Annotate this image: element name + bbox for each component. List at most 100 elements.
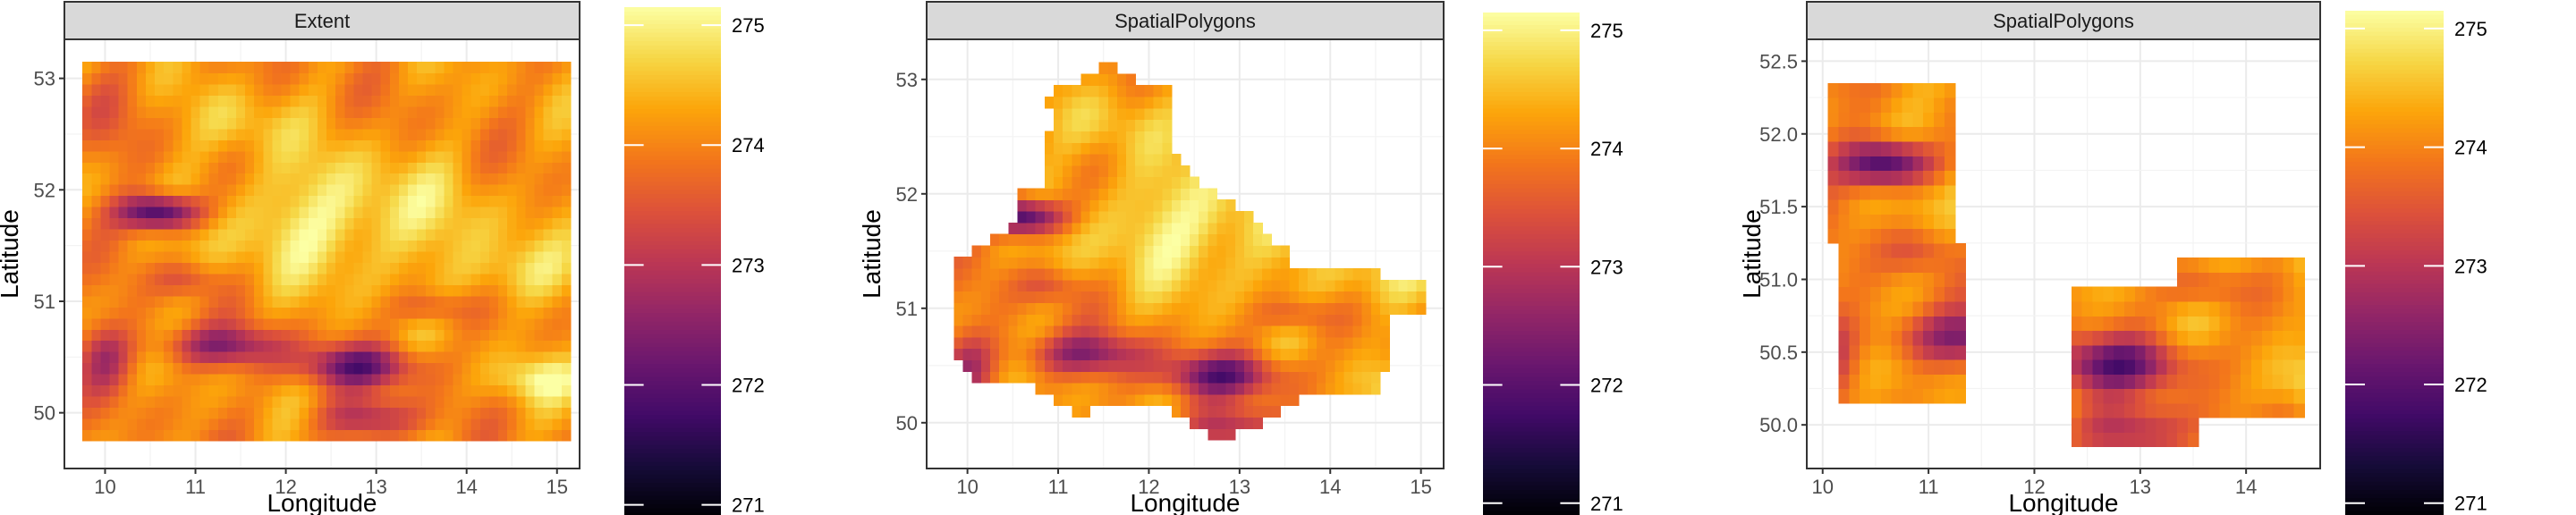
raster-cell bbox=[1026, 325, 1037, 338]
raster-cell bbox=[308, 117, 318, 130]
raster-cell bbox=[435, 217, 445, 230]
raster-cell bbox=[1860, 330, 1871, 346]
raster-cell bbox=[1080, 119, 1091, 131]
raster-cell bbox=[155, 418, 165, 430]
raster-cell bbox=[453, 273, 463, 285]
raster-cell bbox=[479, 295, 490, 308]
raster-cell bbox=[118, 61, 129, 74]
raster-cell bbox=[1225, 279, 1236, 292]
raster-cell bbox=[479, 351, 490, 364]
raster-cell bbox=[1017, 314, 1028, 326]
raster-cell bbox=[344, 284, 354, 297]
raster-cell bbox=[479, 284, 490, 297]
raster-cell bbox=[1089, 131, 1100, 143]
raster-cell bbox=[552, 240, 563, 252]
raster-cell bbox=[145, 429, 156, 442]
raster-cell bbox=[236, 374, 246, 386]
raster-cell bbox=[971, 314, 982, 326]
raster-cell bbox=[2156, 432, 2167, 448]
raster-cell bbox=[980, 268, 991, 281]
raster-cell bbox=[1199, 302, 1208, 315]
raster-cell bbox=[426, 317, 436, 330]
colorbar-step bbox=[624, 232, 721, 238]
raster-cell bbox=[182, 250, 192, 263]
raster-cell bbox=[1262, 383, 1272, 395]
raster-cell bbox=[408, 307, 418, 319]
raster-cell bbox=[1098, 188, 1109, 200]
raster-cell bbox=[1335, 359, 1345, 372]
raster-cell bbox=[1190, 245, 1199, 258]
raster-cell bbox=[145, 150, 156, 163]
raster-cell bbox=[1107, 383, 1118, 395]
raster-cell bbox=[999, 291, 1009, 303]
raster-cell bbox=[1234, 257, 1245, 269]
raster-cell bbox=[335, 429, 345, 442]
raster-cell bbox=[1098, 371, 1109, 384]
raster-cell bbox=[217, 162, 228, 174]
raster-cell bbox=[1860, 316, 1871, 332]
raster-cell bbox=[2114, 432, 2125, 448]
raster-cell bbox=[263, 139, 274, 152]
raster-cell bbox=[1923, 198, 1935, 215]
raster-cell bbox=[1271, 291, 1282, 303]
raster-cell bbox=[1923, 214, 1935, 230]
raster-cell bbox=[308, 351, 318, 364]
raster-cell bbox=[109, 240, 120, 252]
raster-cell bbox=[507, 117, 517, 130]
raster-cell bbox=[308, 162, 318, 174]
colorbar-tick-label: 274 bbox=[1590, 138, 1623, 160]
raster-cell bbox=[226, 384, 237, 397]
raster-cell bbox=[1199, 336, 1208, 350]
raster-cell bbox=[1352, 279, 1363, 292]
colorbar-step bbox=[624, 215, 721, 221]
raster-cell bbox=[226, 72, 237, 85]
raster-cell bbox=[1262, 325, 1272, 338]
raster-cell bbox=[136, 340, 147, 352]
raster-cell bbox=[1171, 268, 1182, 281]
raster-cell bbox=[2261, 258, 2274, 273]
raster-cell bbox=[263, 340, 274, 352]
raster-cell bbox=[2188, 272, 2199, 288]
raster-cell bbox=[1912, 388, 1924, 404]
raster-cell bbox=[1912, 258, 1924, 273]
raster-cell bbox=[1271, 336, 1282, 350]
raster-cell bbox=[173, 351, 182, 364]
facet-title: SpatialPolygons bbox=[1993, 10, 2134, 32]
raster-cell bbox=[299, 173, 309, 185]
raster-cell bbox=[317, 284, 327, 297]
raster-cell bbox=[173, 395, 182, 409]
raster-cell bbox=[91, 83, 102, 96]
raster-cell bbox=[290, 418, 301, 430]
raster-cell bbox=[353, 395, 364, 409]
colorbar-step bbox=[2345, 145, 2444, 150]
raster-cell bbox=[444, 317, 454, 330]
raster-cell bbox=[1208, 245, 1218, 258]
raster-cell bbox=[1190, 257, 1199, 269]
raster-cell bbox=[263, 374, 274, 386]
raster-cell bbox=[962, 279, 973, 292]
raster-cell bbox=[534, 207, 545, 219]
raster-cell bbox=[488, 407, 499, 419]
raster-cell bbox=[1063, 222, 1072, 235]
raster-cell bbox=[308, 374, 318, 386]
raster-cell bbox=[408, 173, 418, 185]
raster-cell bbox=[543, 61, 554, 74]
raster-cell bbox=[155, 407, 165, 419]
raster-cell bbox=[245, 173, 255, 185]
raster-cell bbox=[435, 284, 445, 297]
raster-cell bbox=[1827, 112, 1840, 128]
raster-cell bbox=[353, 340, 364, 352]
raster-cell bbox=[91, 362, 102, 375]
raster-cell bbox=[1307, 336, 1318, 350]
raster-cell bbox=[155, 395, 165, 409]
raster-cell bbox=[1089, 383, 1100, 395]
raster-cell bbox=[1089, 165, 1100, 178]
raster-cell bbox=[1144, 85, 1155, 97]
raster-cell bbox=[199, 273, 210, 285]
raster-cell bbox=[362, 374, 373, 386]
raster-cell bbox=[245, 384, 255, 397]
raster-cell bbox=[173, 329, 182, 342]
raster-cell bbox=[398, 340, 409, 352]
y-tick-label: 51 bbox=[34, 291, 55, 313]
raster-cell bbox=[91, 139, 102, 152]
